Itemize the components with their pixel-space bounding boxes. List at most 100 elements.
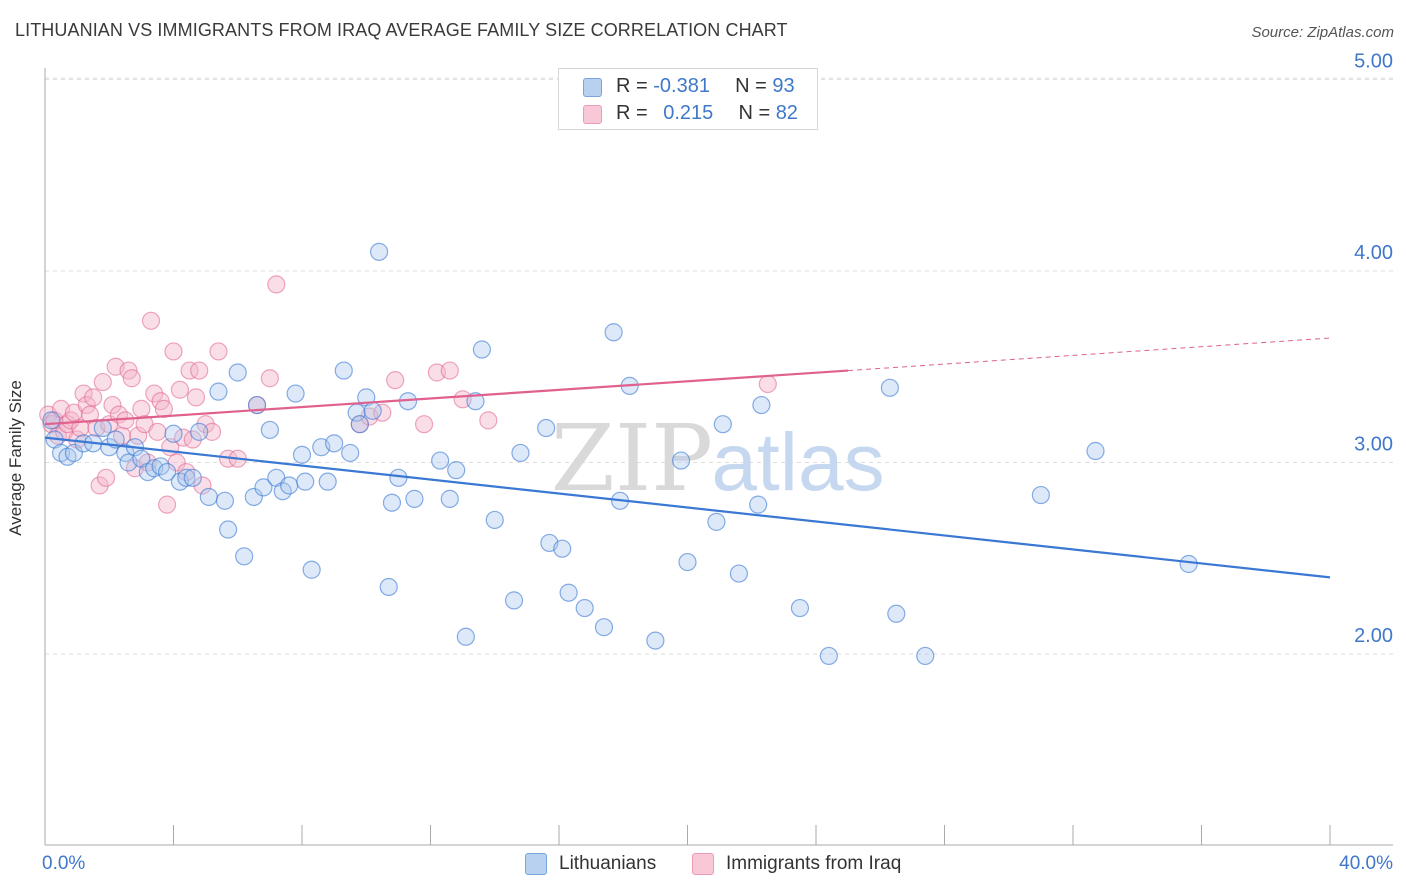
lithuanian-point (350, 415, 369, 434)
iraq-point (202, 422, 222, 441)
lithuanian-point (511, 443, 530, 463)
lithuanian-point (228, 363, 247, 382)
r-value-iraq: 0.215 (663, 102, 714, 124)
lithuanian-point (325, 434, 344, 453)
r-label: R = (616, 75, 654, 97)
iraq-point (122, 369, 141, 388)
tick-labels: 2.00 3.00 4.00 5.00 0.0% 40.0% (42, 51, 1393, 875)
lithuanian-point (190, 422, 209, 441)
y-tick-label: 2.00 (1354, 625, 1393, 647)
lithuanian-point (254, 478, 273, 497)
iraq-point (96, 468, 116, 487)
iraq-point (116, 411, 135, 430)
lithuanian-point (64, 443, 84, 463)
lithuanian-point (729, 564, 749, 583)
lithuanian-point (157, 462, 177, 482)
lithuanian-point (183, 468, 202, 487)
y-tick-label: 3.00 (1354, 434, 1393, 456)
legend-label-lithuanians: Lithuanians (559, 853, 657, 874)
lithuanian-point (604, 323, 623, 342)
lithuanian-point (916, 646, 935, 666)
lithuanian-point (559, 583, 578, 602)
lithuanian-point (199, 487, 218, 507)
source-credit: Source: ZipAtlas.com (1251, 24, 1394, 41)
lithuanian-point (1031, 485, 1050, 505)
x-tick-label-min: 0.0% (42, 853, 85, 874)
trend-lithuanians (44, 436, 1331, 579)
iraq-point (758, 374, 777, 394)
lithuanian-point (646, 631, 665, 650)
iraq-point (148, 422, 167, 441)
lithuanian-point (318, 472, 337, 491)
lithuanian-point (671, 451, 691, 470)
lithuanian-point (292, 445, 312, 464)
lithuanian-point (235, 547, 254, 566)
lithuanian-point (296, 472, 315, 491)
lithuanian-point (447, 461, 466, 480)
chart-title: LITHUANIAN VS IMMIGRANTS FROM IRAQ AVERA… (15, 20, 788, 40)
watermark: ZIP atlas (551, 405, 885, 512)
trend-lines (44, 337, 1331, 579)
lithuanian-point (341, 443, 360, 463)
n-label: N = (735, 75, 773, 97)
lithuanian-point (286, 384, 305, 403)
lithuanian-point (504, 591, 524, 610)
lithuanian-point (260, 420, 279, 440)
lithuanian-point (819, 646, 838, 666)
lithuanian-point (363, 401, 382, 420)
lithuanian-point (1086, 441, 1105, 461)
n-value-iraq: 82 (775, 102, 798, 124)
lithuanian-point (456, 627, 475, 646)
correlation-legend: R = -0.381 N = 93 R = 0.215 N = 82 (558, 68, 818, 130)
iraq-point (157, 495, 177, 514)
iraq-point (414, 415, 434, 434)
watermark-atlas: atlas (711, 417, 884, 508)
iraq-point (180, 361, 199, 380)
iraq-point (84, 388, 103, 407)
watermark-zip: ZIP (551, 405, 713, 512)
lithuanian-point (790, 598, 810, 618)
iraq-point (141, 311, 161, 330)
lithuanian-point (707, 512, 726, 531)
lithuanian-point (280, 476, 299, 495)
iraq-point (154, 399, 173, 418)
lithuanian-point (370, 242, 389, 261)
lithuanian-point (466, 392, 485, 411)
r-value-lithuanians: -0.381 (653, 75, 710, 97)
lithuanian-point (209, 382, 228, 401)
lithuanian-point (302, 560, 321, 579)
lithuanian-point (887, 604, 906, 623)
iraq-point (132, 399, 151, 418)
lithuanian-point (553, 539, 572, 558)
iraq-point (440, 361, 459, 380)
n-label: N = (738, 102, 776, 124)
lithuanian-point (485, 510, 504, 530)
iraq-point (103, 395, 122, 415)
axes (44, 68, 1393, 846)
n-value-lithuanians: 93 (772, 75, 795, 97)
lithuanian-point (219, 520, 238, 539)
y-tick-label: 4.00 (1354, 242, 1393, 264)
trend-iraq-extension (848, 337, 1331, 372)
y-axis-title: Average Family Size (6, 380, 25, 536)
lithuanian-point (440, 489, 459, 508)
legend-swatch-lithuanians (525, 853, 547, 875)
iraq-point (129, 426, 148, 445)
iraq-point (186, 388, 206, 407)
lithuanian-point (405, 489, 424, 508)
lithuanian-point (472, 340, 491, 359)
iraq-point (386, 371, 405, 390)
lithuanian-point (749, 495, 768, 514)
iraq-point (71, 418, 90, 438)
iraq-point (164, 342, 183, 361)
lithuanian-point (334, 361, 353, 380)
iraq-point (209, 342, 228, 361)
lithuanian-point (594, 618, 614, 637)
lithuanian-point (379, 577, 398, 597)
y-tick-label: 5.00 (1354, 51, 1393, 73)
legend-swatch-iraq (692, 853, 714, 875)
iraq-point (190, 361, 209, 380)
lithuanian-point (164, 424, 183, 443)
legend-swatch-pink (583, 105, 602, 124)
